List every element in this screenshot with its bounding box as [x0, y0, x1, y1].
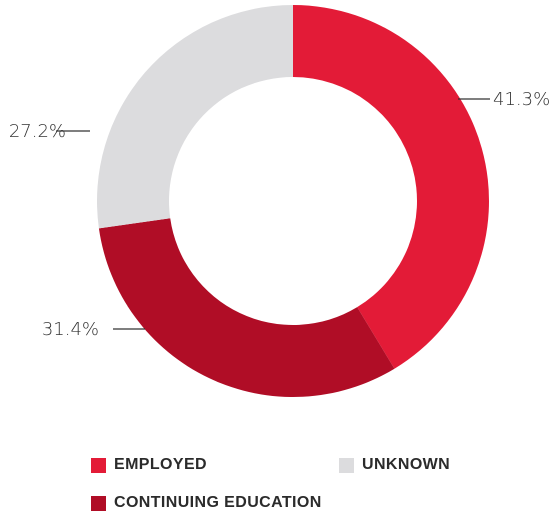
labels-group: 41.3% 31.4% 27.2% [9, 89, 550, 340]
legend-item-unknown: UNKNOWN [339, 455, 450, 475]
slice-continuing-education [98, 218, 395, 397]
legend-label-employed: EMPLOYED [114, 456, 207, 473]
legend-swatch-continuing-education [91, 495, 106, 511]
slice-unknown [97, 5, 293, 229]
legend-label-unknown: UNKNOWN [362, 456, 451, 473]
legend-label-continuing-education: CONTINUING EDUCATION [114, 494, 322, 511]
value-label-employed: 41.3% [493, 89, 550, 110]
slices-group [97, 5, 489, 397]
legend-swatch-unknown [339, 457, 354, 473]
value-label-continuing-education: 31.4% [42, 319, 99, 340]
legend-item-continuing-education: CONTINUING EDUCATION [91, 493, 322, 513]
value-label-unknown: 27.2% [9, 121, 66, 142]
legend-swatch-employed [91, 457, 106, 473]
slice-employed [293, 5, 489, 369]
legend-item-employed: EMPLOYED [91, 455, 207, 475]
